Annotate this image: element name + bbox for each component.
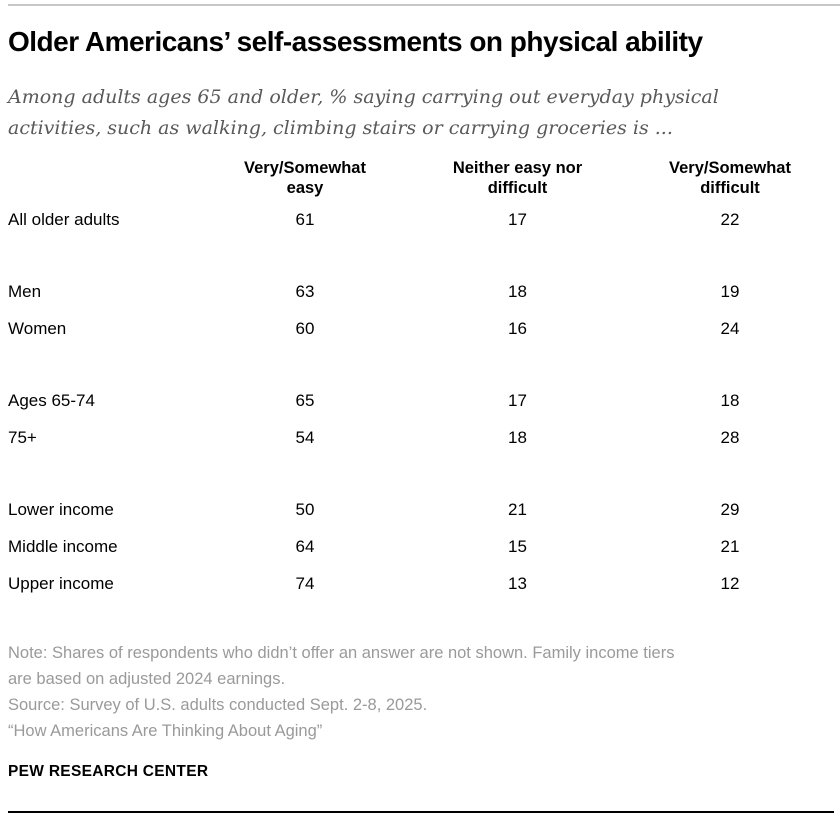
footnotes: Note: Shares of respondents who didn’t o…	[8, 640, 832, 744]
cell-value: 54	[295, 427, 315, 447]
cell-value: 61	[295, 209, 315, 229]
table-row: Middle income 64 15 21	[8, 528, 835, 565]
row-label: Lower income	[8, 499, 114, 519]
source-text: Source: Survey of U.S. adults conducted …	[8, 696, 428, 714]
cell-value: 19	[720, 281, 740, 301]
table-header-row: Very/Somewhat easy Neither easy nor diff…	[8, 158, 835, 198]
table-row: 75+ 54 18 28	[8, 419, 835, 456]
bottom-divider	[8, 811, 834, 813]
cell-value: 12	[720, 573, 740, 593]
row-label: Women	[8, 318, 67, 338]
cell-value: 29	[720, 499, 740, 519]
page-title: Older Americans’ self-assessments on phy…	[8, 26, 703, 57]
cell-value: 18	[508, 281, 527, 301]
cell-value: 24	[720, 318, 740, 338]
table-row: Women 60 16 24	[8, 310, 835, 347]
row-label: Men	[8, 281, 42, 301]
cell-value: 63	[295, 281, 315, 301]
report-title: “How Americans Are Thinking About Aging”	[8, 722, 323, 740]
cell-value: 22	[720, 209, 740, 229]
row-label: Ages 65-74	[8, 390, 95, 410]
top-divider	[8, 4, 840, 6]
row-label: 75+	[8, 427, 37, 447]
table-row: Men 63 18 19	[8, 273, 835, 310]
cell-value: 64	[295, 536, 315, 556]
cell-value: 15	[508, 536, 527, 556]
row-label: Upper income	[8, 573, 114, 593]
cell-value: 18	[508, 427, 527, 447]
cell-value: 17	[508, 390, 527, 410]
cell-value: 18	[720, 390, 740, 410]
cell-value: 60	[295, 318, 315, 338]
table-row: Ages 65-74 65 17 18	[8, 382, 835, 419]
column-header-difficult: Very/Somewhat difficult	[669, 159, 791, 197]
cell-value: 74	[295, 573, 315, 593]
table-row: Upper income 74 13 12	[8, 565, 835, 602]
cell-value: 17	[508, 209, 527, 229]
table-row: All older adults 61 17 22	[8, 201, 835, 238]
cell-value: 13	[508, 573, 527, 593]
row-label: All older adults	[8, 209, 120, 229]
cell-value: 21	[720, 536, 740, 556]
row-label: Middle income	[8, 536, 118, 556]
column-header-easy: Very/Somewhat easy	[244, 159, 366, 197]
cell-value: 28	[720, 427, 740, 447]
note-text: Note: Shares of respondents who didn’t o…	[8, 644, 675, 688]
pew-research-center-wordmark: PEW RESEARCH CENTER	[8, 763, 209, 780]
column-header-neither: Neither easy nor difficult	[452, 159, 583, 197]
cell-value: 16	[508, 318, 527, 338]
cell-value: 21	[508, 499, 527, 519]
cell-value: 65	[295, 390, 315, 410]
cell-value: 50	[295, 499, 315, 519]
data-table: Very/Somewhat easy Neither easy nor diff…	[8, 158, 835, 602]
table-row: Lower income 50 21 29	[8, 491, 835, 528]
figure-subtitle: Among adults ages 65 and older, % saying…	[8, 86, 719, 139]
